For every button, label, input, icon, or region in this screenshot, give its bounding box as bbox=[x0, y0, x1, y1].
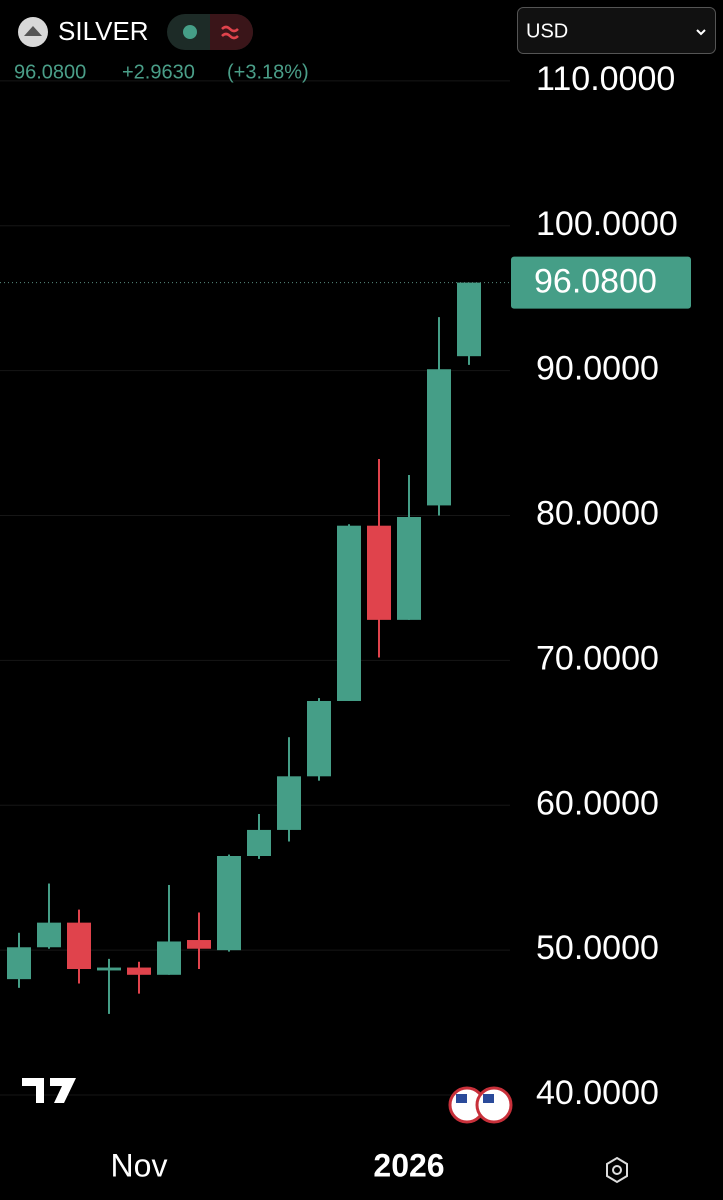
candle-body bbox=[367, 525, 391, 620]
y-tick-label: 110.0000 bbox=[536, 60, 675, 98]
candle-body bbox=[277, 776, 301, 830]
y-tick-label: 100.0000 bbox=[536, 205, 678, 243]
x-tick-label: 2026 bbox=[373, 1147, 444, 1183]
candle-body bbox=[127, 967, 151, 975]
settings-icon[interactable] bbox=[606, 1156, 628, 1184]
flag-icon[interactable] bbox=[475, 1086, 513, 1124]
candle-body bbox=[307, 700, 331, 777]
y-tick-label: 90.0000 bbox=[536, 350, 659, 388]
y-tick-label: 60.0000 bbox=[536, 784, 659, 822]
x-tick-label: Nov bbox=[111, 1147, 168, 1183]
candle-body bbox=[427, 369, 451, 506]
status-pill-right bbox=[210, 14, 253, 50]
chevron bbox=[696, 29, 706, 36]
candle-body bbox=[7, 947, 31, 980]
last-price-tag bbox=[511, 256, 691, 309]
flag-canton bbox=[456, 1094, 467, 1103]
y-tick-label: 70.0000 bbox=[536, 639, 659, 677]
candle-body bbox=[397, 517, 421, 620]
candle-body bbox=[97, 967, 121, 971]
candle-body bbox=[67, 922, 91, 969]
last-price-label: 96.0800 bbox=[534, 263, 657, 301]
symbol: SILVER bbox=[58, 16, 149, 46]
y-tick-label: 80.0000 bbox=[536, 495, 659, 533]
y-tick-label: 40.0000 bbox=[536, 1074, 659, 1112]
candle-body bbox=[187, 940, 211, 949]
price: 96.0800 bbox=[14, 61, 86, 83]
candle-body bbox=[247, 829, 271, 856]
candle-body bbox=[457, 282, 481, 357]
settings-icon-center bbox=[612, 1165, 622, 1175]
flag-canton bbox=[483, 1094, 494, 1103]
market-dot bbox=[183, 25, 197, 39]
logo-glyph bbox=[24, 26, 42, 36]
y-tick-label: 50.0000 bbox=[536, 929, 659, 967]
tv-logo bbox=[22, 1078, 76, 1103]
candle-body bbox=[217, 856, 241, 951]
change-percent: (+3.18%) bbox=[227, 61, 309, 83]
candle-body bbox=[157, 941, 181, 975]
candle-body bbox=[37, 922, 61, 948]
currency-select[interactable] bbox=[517, 7, 716, 54]
change: +2.9630 bbox=[122, 61, 195, 83]
delay-icon bbox=[221, 25, 239, 40]
currency: USD bbox=[526, 20, 568, 42]
candle-body bbox=[337, 525, 361, 701]
